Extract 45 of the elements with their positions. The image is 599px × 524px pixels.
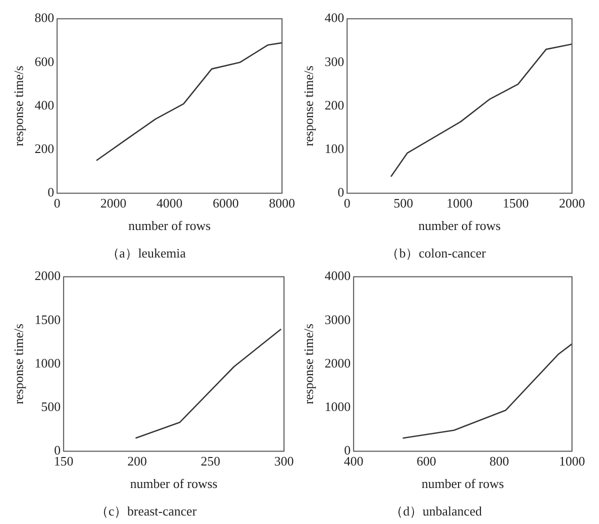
x-axis-title: number of rows (422, 476, 504, 492)
y-tick-label: 4000 (324, 268, 351, 284)
y-tick-label: 200 (34, 141, 54, 156)
text: （c）breast-cancer (95, 504, 198, 519)
x-tick-label: 8000 (269, 195, 295, 210)
y-tick-label: 1000 (34, 355, 61, 370)
y-tick-label: 400 (34, 97, 54, 112)
x-axis-title: number of rowss (130, 476, 218, 492)
x-tick-label: 500 (394, 195, 414, 210)
y-tick-label: 0 (338, 184, 344, 200)
y-tick-label: 200 (324, 97, 344, 112)
y-tick-label: 800 (34, 10, 54, 26)
x-tick-label: 1500 (502, 195, 529, 210)
y-tick-label: 0 (48, 184, 54, 200)
x-tick-label: 300 (274, 453, 294, 468)
y-axis-title: response time/s (11, 324, 26, 404)
x-axis-title: number of rows (128, 218, 211, 234)
x-tick-label: 2000 (100, 195, 126, 210)
text: （d）unbalanced (390, 504, 482, 519)
y-tick-label: 3000 (324, 312, 351, 327)
y-axis-title: response time/s (301, 66, 316, 146)
y-tick-label: 100 (324, 141, 344, 156)
y-tick-label: 2000 (34, 268, 61, 284)
y-tick-label: 0 (344, 442, 351, 458)
x-tick-label: 6000 (212, 195, 239, 210)
x-tick-label: 250 (200, 453, 220, 468)
y-tick-label: 300 (324, 54, 344, 69)
x-tick-label: 1000 (446, 195, 473, 210)
y-tick-label: 2000 (324, 355, 351, 370)
y-axis-title: response time/s (11, 66, 26, 146)
x-tick-label: 200 (127, 453, 147, 468)
x-tick-label: 800 (489, 453, 509, 468)
x-tick-label: 600 (416, 453, 436, 468)
x-axis-title: number of rows (418, 218, 501, 234)
x-tick-label: 1000 (559, 453, 585, 468)
text: （b）colon-cancer (386, 246, 486, 261)
y-tick-label: 1500 (34, 312, 61, 327)
y-tick-label: 1000 (324, 399, 351, 414)
y-tick-label: 500 (41, 399, 61, 414)
x-tick-label: 2000 (559, 195, 585, 210)
text: （a）leukemia (106, 246, 186, 261)
y-tick-label: 400 (324, 10, 344, 26)
y-tick-label: 600 (34, 54, 54, 69)
x-tick-label: 4000 (156, 195, 183, 210)
y-axis-title: response time/s (301, 324, 316, 404)
